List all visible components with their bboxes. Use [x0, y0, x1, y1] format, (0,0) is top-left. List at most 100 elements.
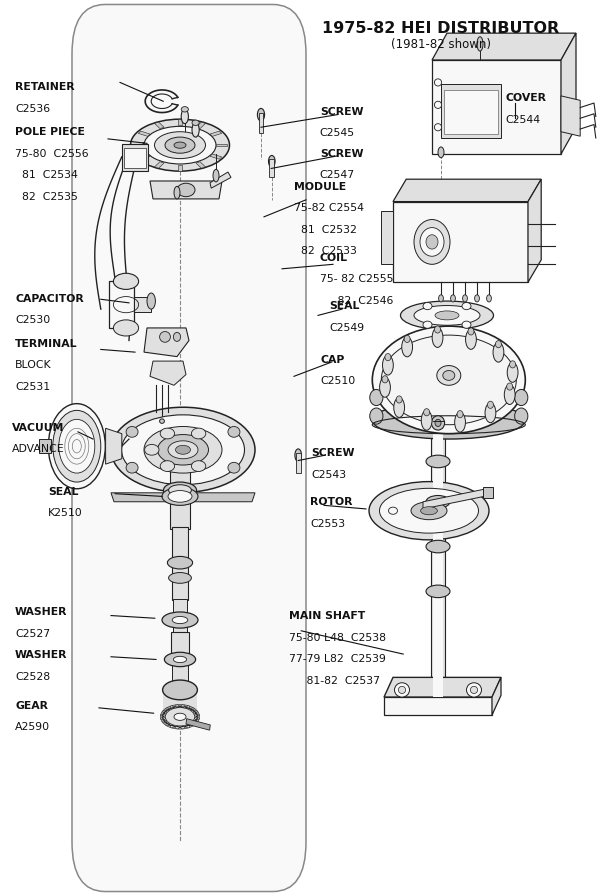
Ellipse shape [191, 428, 206, 439]
Polygon shape [384, 697, 492, 715]
Ellipse shape [431, 416, 445, 430]
Ellipse shape [493, 342, 504, 362]
Bar [186, 719, 210, 730]
Polygon shape [528, 179, 541, 282]
Polygon shape [163, 708, 170, 712]
Ellipse shape [504, 384, 515, 404]
Ellipse shape [435, 419, 441, 426]
Ellipse shape [167, 556, 193, 569]
Ellipse shape [147, 293, 155, 309]
Polygon shape [106, 428, 122, 464]
Ellipse shape [173, 332, 181, 341]
Ellipse shape [383, 356, 394, 375]
Ellipse shape [426, 585, 450, 598]
Text: 77-79 L82  C2539: 77-79 L82 C2539 [289, 654, 386, 664]
Bar [163, 690, 197, 717]
Ellipse shape [295, 449, 302, 461]
Ellipse shape [434, 124, 442, 131]
Polygon shape [190, 721, 197, 726]
Bar [259, 113, 263, 133]
Polygon shape [155, 122, 164, 129]
Ellipse shape [426, 495, 450, 508]
Ellipse shape [372, 326, 526, 434]
Polygon shape [193, 711, 200, 715]
Polygon shape [190, 708, 197, 712]
Ellipse shape [163, 707, 197, 727]
Ellipse shape [113, 320, 139, 336]
Ellipse shape [435, 311, 459, 320]
Ellipse shape [113, 273, 139, 289]
Polygon shape [393, 202, 528, 282]
Ellipse shape [157, 435, 209, 465]
Bar [170, 455, 190, 529]
Ellipse shape [192, 123, 199, 137]
Ellipse shape [160, 418, 164, 423]
Polygon shape [210, 172, 231, 188]
Ellipse shape [385, 354, 391, 361]
Bar [483, 487, 493, 498]
Ellipse shape [426, 235, 438, 249]
Ellipse shape [369, 482, 489, 539]
Ellipse shape [426, 540, 450, 553]
Ellipse shape [462, 303, 471, 310]
Polygon shape [210, 131, 222, 136]
Ellipse shape [126, 426, 138, 437]
Ellipse shape [145, 444, 159, 455]
Ellipse shape [439, 295, 443, 302]
Ellipse shape [168, 441, 198, 459]
Text: COVER: COVER [506, 93, 547, 103]
Ellipse shape [169, 573, 191, 583]
Polygon shape [432, 33, 576, 60]
Polygon shape [384, 677, 501, 697]
Ellipse shape [131, 119, 229, 171]
Text: 75-80  C2556: 75-80 C2556 [15, 149, 89, 159]
Text: C2543: C2543 [311, 470, 347, 479]
Text: C2549: C2549 [329, 323, 365, 332]
Polygon shape [193, 719, 200, 722]
Polygon shape [111, 493, 255, 502]
Text: TERMINAL: TERMINAL [15, 339, 77, 349]
Polygon shape [196, 161, 205, 168]
Polygon shape [150, 181, 222, 199]
Text: C2536: C2536 [15, 104, 50, 114]
Ellipse shape [163, 680, 197, 700]
Text: C2510: C2510 [320, 376, 356, 386]
Text: C2547: C2547 [320, 170, 355, 180]
Bar [269, 159, 274, 177]
Ellipse shape [463, 295, 467, 302]
Text: SEAL: SEAL [48, 487, 79, 496]
Bar [122, 144, 148, 171]
Text: C2527: C2527 [15, 629, 50, 639]
Polygon shape [166, 723, 173, 728]
FancyBboxPatch shape [72, 4, 306, 892]
Ellipse shape [163, 482, 197, 498]
Polygon shape [182, 704, 189, 709]
Polygon shape [561, 96, 580, 136]
Ellipse shape [53, 410, 101, 482]
Text: WASHER: WASHER [15, 607, 67, 617]
Text: (1981-82 shown): (1981-82 shown) [391, 39, 491, 51]
Ellipse shape [162, 612, 198, 628]
Bar [296, 453, 301, 473]
Ellipse shape [396, 396, 402, 403]
Bar [172, 654, 188, 690]
Polygon shape [143, 142, 148, 164]
Ellipse shape [468, 328, 474, 335]
Text: POLE PIECE: POLE PIECE [15, 127, 85, 137]
Ellipse shape [160, 461, 175, 471]
Text: SCREW: SCREW [311, 448, 355, 458]
Ellipse shape [382, 375, 388, 383]
Ellipse shape [191, 461, 206, 471]
Ellipse shape [420, 228, 444, 256]
Polygon shape [150, 361, 186, 385]
Text: SEAL: SEAL [329, 301, 360, 311]
Ellipse shape [164, 652, 196, 667]
Text: 81  C2534: 81 C2534 [15, 170, 78, 180]
Ellipse shape [443, 370, 455, 380]
Ellipse shape [144, 126, 216, 164]
Ellipse shape [462, 321, 471, 328]
Ellipse shape [213, 169, 219, 182]
Ellipse shape [414, 220, 450, 264]
Ellipse shape [389, 507, 398, 514]
Text: 75-80 L48  C2538: 75-80 L48 C2538 [289, 633, 386, 642]
